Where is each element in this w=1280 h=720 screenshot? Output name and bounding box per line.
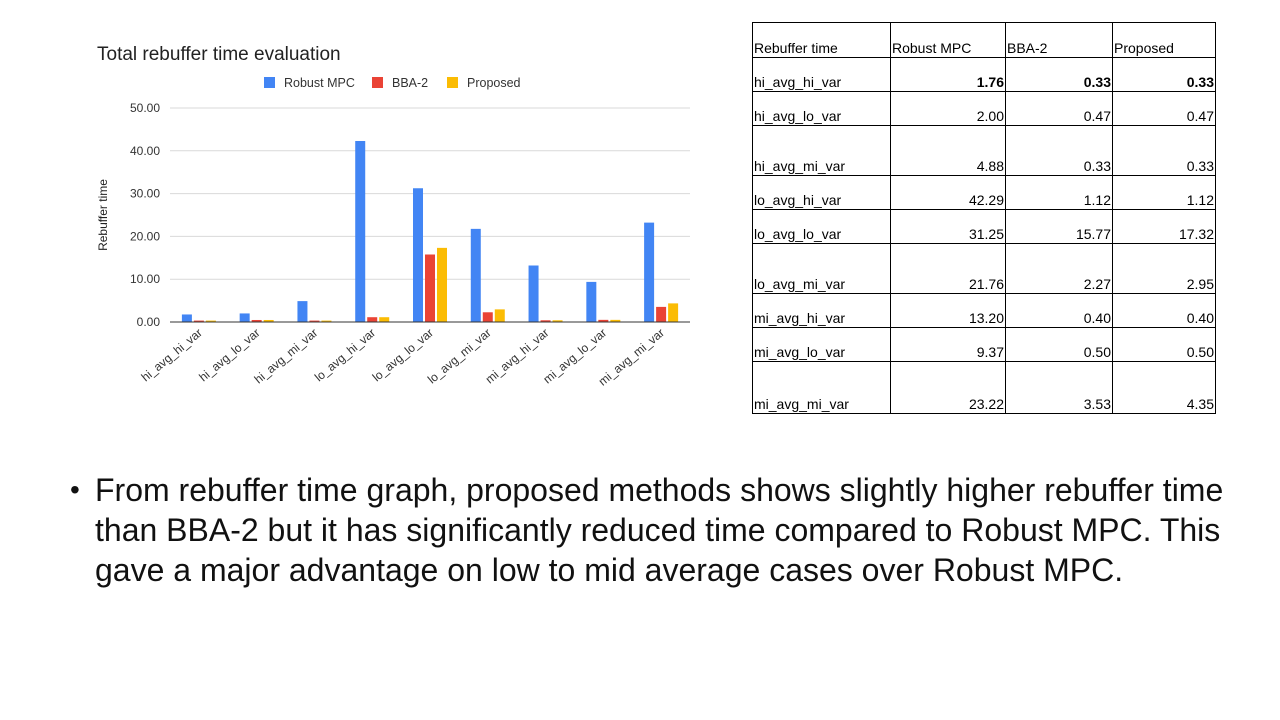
chart-panel: Total rebuffer time evaluation Robust MPC…	[85, 35, 705, 420]
bar	[494, 309, 505, 322]
bar	[610, 319, 621, 322]
row-label: lo_avg_hi_var	[752, 175, 891, 210]
cell-proposed: 0.33	[1112, 125, 1216, 176]
cell-proposed: 17.32	[1112, 209, 1216, 244]
legend-label: Robust MPC	[284, 76, 355, 90]
table-row: lo_avg_mi_var 21.76 2.27 2.95	[752, 243, 1216, 294]
table-header-cell: BBA-2	[1005, 22, 1113, 58]
cell-robust-mpc: 21.76	[890, 243, 1006, 294]
cell-robust-mpc: 13.20	[890, 293, 1006, 328]
row-label: hi_avg_hi_var	[752, 57, 891, 92]
cell-robust-mpc: 9.37	[890, 327, 1006, 362]
table-header-cell: Proposed	[1112, 22, 1216, 58]
y-tick-label: 10.00	[130, 272, 160, 286]
cell-bba-2: 0.33	[1005, 125, 1113, 176]
y-tick-label: 40.00	[130, 144, 160, 158]
cell-proposed: 1.12	[1112, 175, 1216, 210]
row-label: mi_avg_hi_var	[752, 293, 891, 328]
table-header-row: Rebuffer time Robust MPC BBA-2 Proposed	[752, 22, 1216, 58]
bar	[586, 281, 597, 322]
cell-proposed: 0.50	[1112, 327, 1216, 362]
cell-bba-2: 0.50	[1005, 327, 1113, 362]
bar	[193, 320, 204, 322]
cell-proposed: 4.35	[1112, 361, 1216, 414]
bar	[321, 320, 332, 322]
table-header-cell: Robust MPC	[890, 22, 1006, 58]
cell-proposed: 0.33	[1112, 57, 1216, 92]
x-tick-label: hi_avg_hi_var	[139, 326, 205, 385]
cell-robust-mpc: 4.88	[890, 125, 1006, 176]
cell-robust-mpc: 2.00	[890, 91, 1006, 126]
bar	[309, 320, 320, 322]
bar	[413, 188, 423, 322]
cell-bba-2: 0.33	[1005, 57, 1113, 92]
bullet-text: From rebuffer time graph, proposed metho…	[95, 472, 1224, 588]
cell-robust-mpc: 31.25	[890, 209, 1006, 244]
table-row: lo_avg_hi_var 42.29 1.12 1.12	[752, 175, 1216, 210]
bar	[379, 317, 390, 322]
legend-label: Proposed	[467, 76, 521, 90]
cell-bba-2: 3.53	[1005, 361, 1113, 414]
y-tick-label: 50.00	[130, 101, 160, 115]
bar	[552, 320, 563, 322]
bar	[355, 140, 366, 322]
table-row: mi_avg_mi_var 23.22 3.53 4.35	[752, 361, 1216, 414]
bar	[437, 247, 447, 322]
table-row: hi_avg_lo_var 2.00 0.47 0.47	[752, 91, 1216, 126]
y-tick-label: 30.00	[130, 187, 160, 201]
cell-proposed: 0.47	[1112, 91, 1216, 126]
bar	[367, 317, 378, 322]
bar	[263, 319, 274, 322]
row-label: mi_avg_mi_var	[752, 361, 891, 414]
bar	[656, 306, 667, 322]
cell-bba-2: 15.77	[1005, 209, 1113, 244]
bullet-symbol: •	[70, 474, 80, 505]
x-tick-label: hi_avg_mi_var	[252, 326, 321, 387]
y-tick-label: 20.00	[130, 229, 160, 243]
cell-robust-mpc: 1.76	[890, 57, 1006, 92]
bar	[205, 320, 216, 322]
row-label: lo_avg_lo_var	[752, 209, 891, 244]
table-header-cell: Rebuffer time	[752, 22, 891, 58]
cell-bba-2: 0.40	[1005, 293, 1113, 328]
bar	[297, 301, 308, 322]
row-label: hi_avg_lo_var	[752, 91, 891, 126]
table-row: lo_avg_lo_var 31.25 15.77 17.32	[752, 209, 1216, 244]
bar	[482, 312, 493, 322]
row-label: lo_avg_mi_var	[752, 243, 891, 294]
bar	[644, 222, 655, 322]
bar	[425, 254, 435, 322]
cell-robust-mpc: 23.22	[890, 361, 1006, 414]
bar	[470, 228, 481, 322]
x-tick-label: lo_avg_hi_var	[312, 326, 378, 385]
row-label: hi_avg_mi_var	[752, 125, 891, 176]
bar	[239, 313, 250, 322]
legend-swatch	[372, 77, 383, 88]
cell-robust-mpc: 42.29	[890, 175, 1006, 210]
bar-chart: Total rebuffer time evaluation Robust MPC…	[96, 44, 690, 389]
table-row: mi_avg_hi_var 13.20 0.40 0.40	[752, 293, 1216, 328]
legend-swatch	[447, 77, 458, 88]
bar	[540, 320, 551, 322]
bar	[251, 319, 262, 322]
cell-bba-2: 2.27	[1005, 243, 1113, 294]
chart-title: Total rebuffer time evaluation	[97, 44, 341, 65]
bar	[668, 303, 679, 322]
cell-proposed: 0.40	[1112, 293, 1216, 328]
cell-bba-2: 0.47	[1005, 91, 1113, 126]
bar	[598, 319, 609, 322]
row-label: mi_avg_lo_var	[752, 327, 891, 362]
y-axis-title: Rebuffer time	[96, 179, 110, 251]
bar	[181, 314, 192, 322]
cell-bba-2: 1.12	[1005, 175, 1113, 210]
legend-label: BBA-2	[392, 76, 428, 90]
table-row: hi_avg_mi_var 4.88 0.33 0.33	[752, 125, 1216, 176]
table-row: hi_avg_hi_var 1.76 0.33 0.33	[752, 57, 1216, 92]
y-tick-label: 0.00	[137, 315, 161, 329]
data-table: Rebuffer time Robust MPC BBA-2 Proposed …	[752, 22, 1216, 414]
table-row: mi_avg_lo_var 9.37 0.50 0.50	[752, 327, 1216, 362]
legend-swatch	[264, 77, 275, 88]
bar	[528, 265, 539, 322]
cell-proposed: 2.95	[1112, 243, 1216, 294]
